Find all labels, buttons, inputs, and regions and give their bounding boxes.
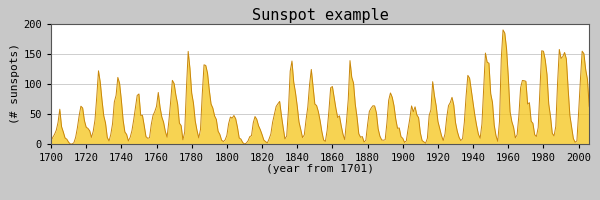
Title: Sunspot example: Sunspot example bbox=[251, 8, 389, 23]
X-axis label: (year from 1701): (year from 1701) bbox=[266, 164, 374, 174]
Y-axis label: (# sunspots): (# sunspots) bbox=[10, 44, 20, 124]
